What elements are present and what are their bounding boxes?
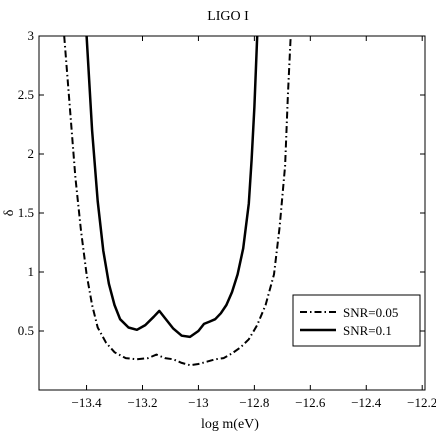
x-tick-label: −12.8 <box>239 395 269 410</box>
legend-label-snr-0-1: SNR=0.1 <box>343 323 392 338</box>
y-tick-label: 3 <box>28 28 35 43</box>
x-tick-label: −12.4 <box>351 395 382 410</box>
series-line-snr-0-1 <box>85 35 259 339</box>
x-tick-label: −13.4 <box>72 395 103 410</box>
x-tick-label: −12.6 <box>295 395 326 410</box>
x-tick-label: −12.2 <box>407 395 436 410</box>
y-axis-title: δ <box>2 209 17 216</box>
y-tick-label: 2.5 <box>18 87 34 102</box>
y-tick-label: 2 <box>28 146 35 161</box>
y-tick-label: 0.5 <box>18 323 34 338</box>
x-axis-title: log m(eV) <box>201 417 259 432</box>
chart-title: LIGO I <box>207 9 249 24</box>
x-tick-label: −13 <box>188 395 208 410</box>
series-layer <box>63 35 292 367</box>
y-tick-label: 1 <box>28 264 35 279</box>
x-tick-label: −13.2 <box>127 395 157 410</box>
legend: SNR=0.05 SNR=0.1 <box>292 294 421 347</box>
axis-ticks: −13.4 −13.2 −13 −12.8 −12.6 −12.4 −12.2 0.5 1 1.5… <box>18 28 436 410</box>
y-tick-label: 1.5 <box>18 205 34 220</box>
series-line-snr-0-05 <box>63 35 292 367</box>
legend-label-snr-0-05: SNR=0.05 <box>343 305 398 320</box>
legend-box <box>292 294 421 347</box>
